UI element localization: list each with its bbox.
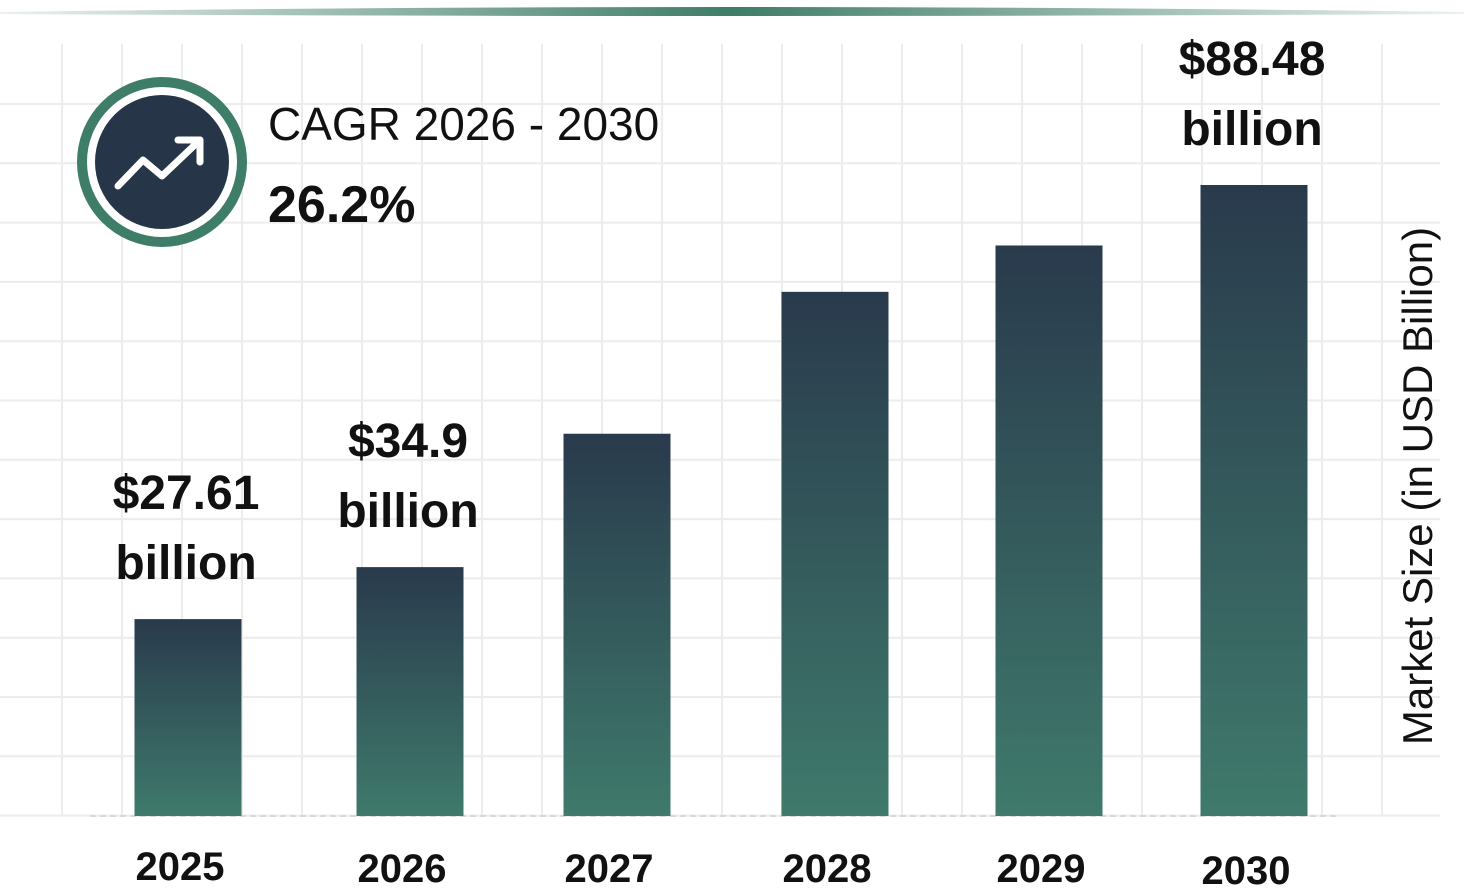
bar-2025 [134, 619, 242, 816]
cagr-label: CAGR 2026 - 2030 [268, 98, 659, 150]
bar-series [134, 185, 1308, 816]
value-label-2030: $88.48 [1179, 33, 1326, 86]
bar-2030 [1200, 185, 1308, 816]
value-label-unit-2026: billion [337, 485, 478, 538]
tick-label-2025: 2025 [136, 845, 225, 889]
cagr-badge: CAGR 2026 - 2030 26.2% [77, 77, 659, 247]
tick-label-2026: 2026 [358, 847, 447, 891]
bar-2029 [995, 245, 1103, 816]
x-axis-tick-labels: 2025 2026 2027 2028 2029 2030 [136, 845, 1291, 893]
value-label-unit-2030: billion [1181, 103, 1322, 156]
value-label-unit-2025: billion [115, 537, 256, 590]
bar-2027 [563, 433, 671, 816]
value-label-2026: $34.9 [348, 415, 468, 468]
value-labels: $27.61 billion $34.9 billion $88.48 billion [113, 33, 1326, 590]
value-label-2025: $27.61 [113, 467, 260, 520]
bar-2028 [781, 291, 889, 816]
bar-2026 [356, 567, 464, 816]
tick-label-2030: 2030 [1202, 849, 1291, 893]
cagr-badge-disc [95, 95, 229, 229]
y-axis-title: Market Size (in USD Billion) [1394, 227, 1441, 745]
cagr-value: 26.2% [268, 176, 415, 234]
tick-label-2027: 2027 [565, 847, 654, 891]
trend-up-icon [114, 136, 204, 190]
tick-label-2028: 2028 [783, 847, 872, 891]
top-accent-line [0, 7, 1464, 16]
tick-label-2029: 2029 [997, 847, 1086, 891]
